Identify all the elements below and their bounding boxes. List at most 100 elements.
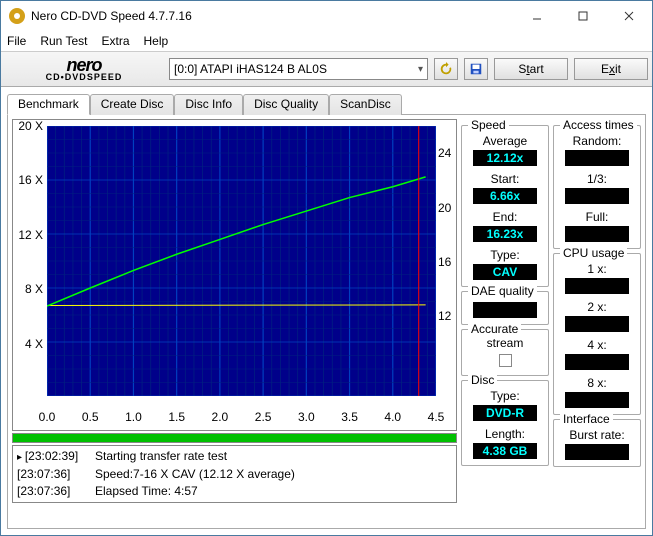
drive-select-label: [0:0] ATAPI iHAS124 B AL0S — [174, 62, 327, 76]
access-random-label: Random: — [573, 134, 622, 148]
panel-accurate-stream: Accurate stream — [461, 329, 549, 376]
refresh-button[interactable] — [434, 58, 458, 80]
main-area: Benchmark Create Disc Disc Info Disc Qua… — [1, 87, 652, 535]
toolbar: nero CD•DVDSPEED [0:0] ATAPI iHAS124 B A… — [1, 51, 652, 87]
panel-title: DAE quality — [468, 284, 537, 298]
speed-avg-label: Average — [483, 134, 527, 148]
log-msg: Speed:7-16 X CAV (12.12 X average) — [95, 466, 295, 483]
refresh-icon — [439, 62, 453, 76]
access-random-value — [565, 150, 629, 166]
panel-title: Access times — [560, 118, 637, 132]
speed-end-value: 16.23x — [473, 226, 537, 242]
log-msg: Starting transfer rate test — [95, 448, 227, 466]
progress-bar — [12, 433, 457, 443]
menu-file[interactable]: File — [7, 34, 26, 48]
speed-type-value: CAV — [473, 264, 537, 280]
save-button[interactable] — [464, 58, 488, 80]
speed-start-label: Start: — [491, 172, 520, 186]
panel-dae: DAE quality — [461, 291, 549, 325]
log-msg: Elapsed Time: 4:57 — [95, 483, 198, 500]
axis-bottom: 0.00.51.01.52.02.53.03.54.04.5 — [47, 410, 436, 430]
titlebar: Nero CD-DVD Speed 4.7.7.16 — [1, 1, 652, 31]
right-col-a: Speed Average 12.12x Start: 6.66x End: 1… — [461, 119, 549, 524]
tab-benchmark[interactable]: Benchmark — [7, 94, 90, 115]
chart-pane: 20 X16 X12 X8 X4 X 24201612 0.00.51.01.5… — [12, 119, 457, 431]
disc-length-value: 4.38 GB — [473, 443, 537, 459]
log-row: [23:02:39] Starting transfer rate test — [15, 448, 454, 466]
speed-avg-value: 12.12x — [473, 150, 537, 166]
chart-plot — [47, 126, 436, 396]
app-window: Nero CD-DVD Speed 4.7.7.16 File Run Test… — [0, 0, 653, 536]
cpu-2x-value — [565, 316, 629, 332]
axis-right: 24201612 — [436, 120, 456, 430]
minimize-button[interactable] — [514, 1, 560, 31]
burst-rate-value — [565, 444, 629, 460]
speed-type-label: Type: — [490, 248, 519, 262]
brand-nero: nero — [66, 57, 101, 73]
dae-value — [473, 302, 537, 318]
accurate-sub: stream — [487, 336, 524, 350]
disc-length-label: Length: — [485, 427, 525, 441]
panel-title: Accurate — [468, 322, 521, 336]
axis-left: 20 X16 X12 X8 X4 X — [13, 120, 47, 430]
right-col-b: Access times Random: 1/3: Full: CPU usag… — [553, 119, 641, 524]
panel-cpu: CPU usage 1 x: 2 x: 4 x: 8 x: — [553, 253, 641, 415]
disc-type-value: DVD-R — [473, 405, 537, 421]
tab-disc-quality[interactable]: Disc Quality — [243, 94, 329, 115]
cpu-4x-label: 4 x: — [587, 338, 606, 352]
window-controls — [514, 1, 652, 31]
cpu-8x-label: 8 x: — [587, 376, 606, 390]
access-full-label: Full: — [586, 210, 609, 224]
log-row: [23:07:36] Elapsed Time: 4:57 — [15, 483, 454, 500]
brand-logo: nero CD•DVDSPEED — [5, 52, 163, 86]
log-ts: [23:07:36] — [17, 466, 87, 483]
plot-svg — [47, 126, 436, 396]
menu-run-test[interactable]: Run Test — [40, 34, 87, 48]
tab-create-disc[interactable]: Create Disc — [90, 94, 175, 115]
panel-speed: Speed Average 12.12x Start: 6.66x End: 1… — [461, 125, 549, 287]
log-ts: [23:07:36] — [17, 483, 87, 500]
menubar: File Run Test Extra Help — [1, 31, 652, 51]
exit-button[interactable]: Exit — [574, 58, 648, 80]
close-button[interactable] — [606, 1, 652, 31]
speed-end-label: End: — [493, 210, 518, 224]
panel-interface: Interface Burst rate: — [553, 419, 641, 467]
tab-body: 20 X16 X12 X8 X4 X 24201612 0.00.51.01.5… — [7, 114, 646, 529]
cpu-8x-value — [565, 392, 629, 408]
maximize-button[interactable] — [560, 1, 606, 31]
left-column: 20 X16 X12 X8 X4 X 24201612 0.00.51.01.5… — [12, 119, 457, 524]
panel-title: CPU usage — [560, 246, 627, 260]
accurate-stream-checkbox[interactable] — [499, 354, 512, 367]
app-icon — [9, 8, 25, 24]
access-third-value — [565, 188, 629, 204]
cpu-2x-label: 2 x: — [587, 300, 606, 314]
brand-sub-b: SPEED — [87, 72, 123, 82]
panel-disc: Disc Type: DVD-R Length: 4.38 GB — [461, 380, 549, 466]
disc-type-label: Type: — [490, 389, 519, 403]
menu-extra[interactable]: Extra — [101, 34, 129, 48]
menu-help[interactable]: Help — [144, 34, 169, 48]
drive-select[interactable]: [0:0] ATAPI iHAS124 B AL0S ▾ — [169, 58, 428, 80]
tab-disc-info[interactable]: Disc Info — [174, 94, 243, 115]
log-pane: [23:02:39] Starting transfer rate test [… — [12, 445, 457, 503]
log-row: [23:07:36] Speed:7-16 X CAV (12.12 X ave… — [15, 466, 454, 483]
tab-scandisc[interactable]: ScanDisc — [329, 94, 402, 115]
cpu-1x-label: 1 x: — [587, 262, 606, 276]
speed-start-value: 6.66x — [473, 188, 537, 204]
access-full-value — [565, 226, 629, 242]
tabs: Benchmark Create Disc Disc Info Disc Qua… — [7, 93, 646, 114]
burst-rate-label: Burst rate: — [569, 428, 624, 442]
cpu-4x-value — [565, 354, 629, 370]
log-ts: [23:02:39] — [17, 448, 87, 466]
chevron-down-icon: ▾ — [418, 64, 423, 75]
window-title: Nero CD-DVD Speed 4.7.7.16 — [31, 9, 514, 23]
cpu-1x-value — [565, 278, 629, 294]
panel-title: Speed — [468, 118, 509, 132]
panel-title: Interface — [560, 412, 613, 426]
panel-title: Disc — [468, 373, 497, 387]
save-icon — [469, 62, 483, 76]
start-button[interactable]: Start — [494, 58, 568, 80]
access-third-label: 1/3: — [587, 172, 607, 186]
right-column: Speed Average 12.12x Start: 6.66x End: 1… — [461, 119, 641, 524]
brand-sub-a: CD•DVD — [46, 72, 87, 82]
